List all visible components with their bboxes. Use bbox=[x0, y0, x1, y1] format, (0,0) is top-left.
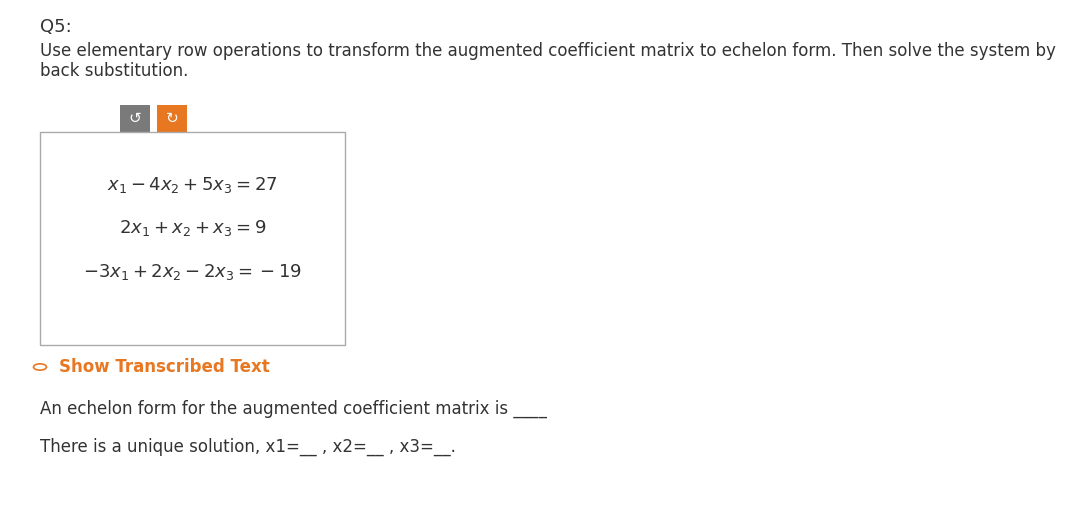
Text: An echelon form for the augmented coefficient matrix is ____: An echelon form for the augmented coeffi… bbox=[40, 400, 546, 418]
Text: Use elementary row operations to transform the augmented coefficient matrix to e: Use elementary row operations to transfo… bbox=[40, 42, 1056, 60]
Text: Show Transcribed Text: Show Transcribed Text bbox=[59, 358, 270, 376]
Text: ↻: ↻ bbox=[165, 111, 178, 126]
Text: $x_1 - 4x_2 + 5x_3 = 27$: $x_1 - 4x_2 + 5x_3 = 27$ bbox=[107, 175, 278, 195]
Text: There is a unique solution, x1=__ , x2=__ , x3=__.: There is a unique solution, x1=__ , x2=_… bbox=[40, 438, 456, 457]
Text: ↺: ↺ bbox=[129, 111, 141, 126]
Text: $- 3x_1 + 2x_2 - 2x_3 = -19$: $- 3x_1 + 2x_2 - 2x_3 = -19$ bbox=[83, 262, 302, 282]
Text: $2x_1 + x_2 + x_3 = 9$: $2x_1 + x_2 + x_3 = 9$ bbox=[119, 218, 267, 238]
Text: Q5:: Q5: bbox=[40, 18, 71, 36]
Text: back substitution.: back substitution. bbox=[40, 62, 188, 80]
